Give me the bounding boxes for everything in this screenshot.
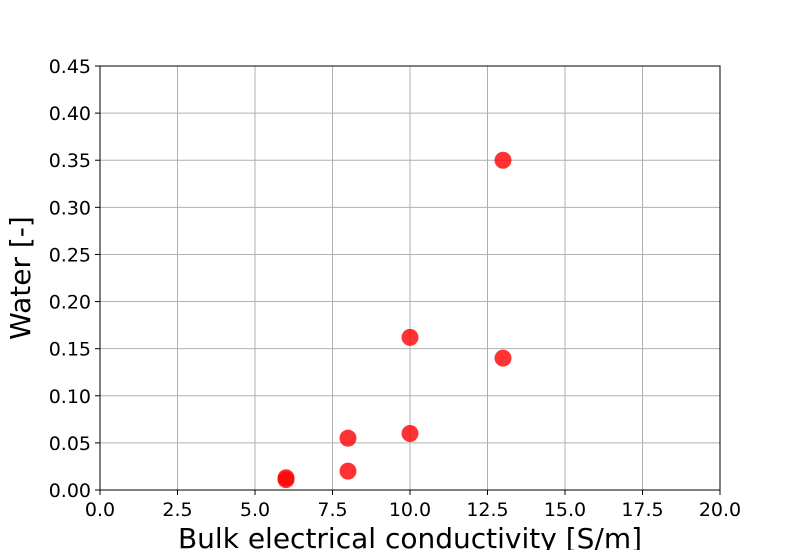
grid [99, 65, 721, 491]
x-tick-label: 17.5 [621, 499, 663, 521]
y-tick-label: 0.10 [49, 386, 91, 408]
y-tick-label: 0.40 [49, 103, 91, 125]
y-tick-label: 0.45 [49, 56, 91, 78]
data-point [494, 349, 512, 367]
data-point [401, 328, 419, 346]
x-tick-label: 0.0 [85, 499, 115, 521]
data-points [277, 151, 512, 489]
y-tick-label: 0.30 [49, 197, 91, 219]
x-tick-label: 12.5 [466, 499, 508, 521]
x-tick-label: 10.0 [389, 499, 431, 521]
y-tick-label: 0.05 [49, 433, 91, 455]
y-tick-label: 0.35 [49, 150, 91, 172]
x-tick-label: 15.0 [544, 499, 586, 521]
y-tick-label: 0.25 [49, 244, 91, 266]
data-point [401, 424, 419, 442]
data-point [494, 151, 512, 169]
x-tick-label: 5.0 [240, 499, 270, 521]
x-tick-label: 2.5 [162, 499, 192, 521]
axis-ticks: 0.0 2.5 5.0 7.5 10.0 12.5 15.0 17.5 20.0 0.00 0.05… [49, 56, 741, 521]
x-tick-label: 7.5 [317, 499, 347, 521]
x-axis-label: Bulk electrical conductivity [S/m] [178, 522, 642, 550]
y-tick-label: 0.20 [49, 292, 91, 314]
x-tick-label: 20.0 [699, 499, 741, 521]
y-tick-label: 0.15 [49, 339, 91, 361]
data-point [277, 469, 295, 487]
y-tick-label: 0.00 [49, 480, 91, 502]
y-axis-label: Water [-] [4, 216, 37, 340]
data-point [339, 429, 357, 447]
data-point [339, 462, 357, 480]
